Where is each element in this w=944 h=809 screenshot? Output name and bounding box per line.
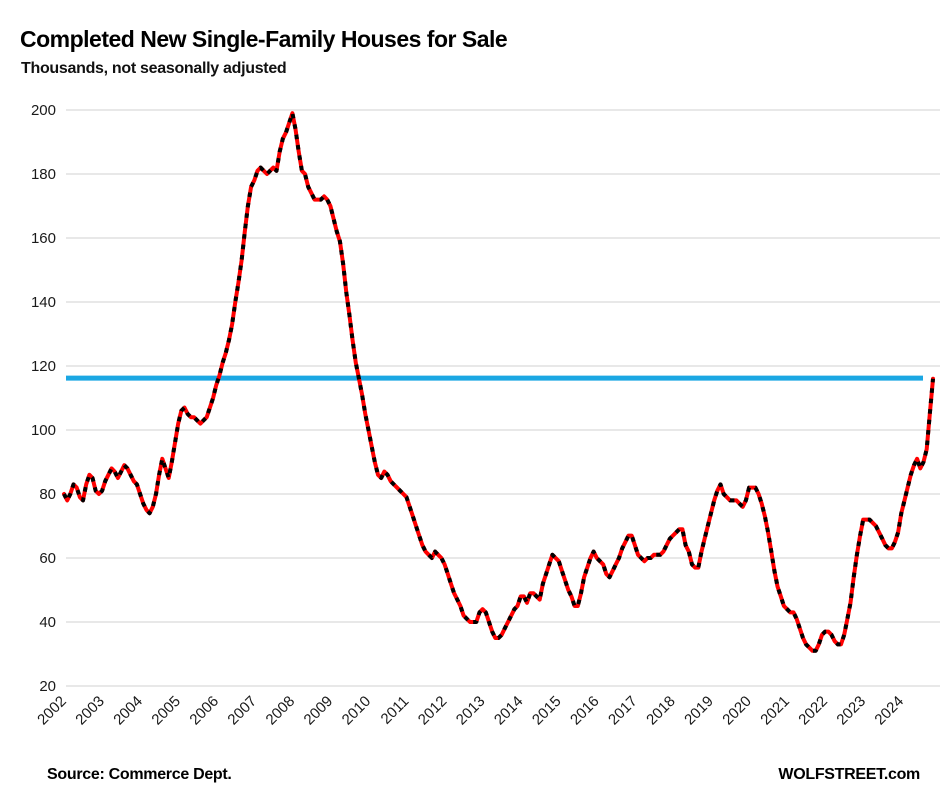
x-axis-tick-label: 2004	[110, 693, 146, 729]
x-axis-tick-label: 2003	[72, 693, 108, 729]
x-axis-tick-label: 2024	[871, 693, 907, 729]
y-axis-tick-label: 180	[31, 166, 56, 183]
y-axis-tick-label: 20	[39, 678, 56, 695]
source-note: Source: Commerce Dept.	[47, 766, 232, 783]
x-axis-tick-label: 2012	[415, 693, 451, 729]
y-axis-tick-label: 140	[31, 294, 56, 311]
page-title: Completed New Single-Family Houses for S…	[20, 26, 508, 52]
x-axis-tick-label: 2013	[453, 693, 489, 729]
x-axis-tick-label: 2016	[567, 693, 603, 729]
y-axis-tick-label: 100	[31, 422, 56, 439]
x-axis-tick-label: 2021	[757, 693, 793, 729]
y-axis-tick-label: 200	[31, 102, 56, 119]
x-axis-tick-label: 2018	[643, 693, 679, 729]
y-axis-tick-label: 160	[31, 230, 56, 247]
x-axis-tick-label: 2023	[833, 693, 869, 729]
x-axis-tick-label: 2010	[339, 693, 375, 729]
y-axis-tick-label: 80	[39, 486, 56, 503]
chart-subtitle: Thousands, not seasonally adjusted	[21, 60, 287, 77]
series-line	[62, 111, 935, 653]
x-axis-tick-label: 2015	[529, 693, 565, 729]
branding-wolfstreet: WOLFSTREET.com	[778, 766, 920, 783]
x-axis-tick-label: 2009	[301, 693, 337, 729]
x-axis-tick-label: 2006	[186, 693, 222, 729]
y-axis-tick-label: 40	[39, 614, 56, 631]
y-axis-tick-label: 120	[31, 358, 56, 375]
x-axis-tick-label: 2011	[378, 693, 413, 728]
x-axis-tick-label: 2008	[263, 693, 299, 729]
x-axis-tick-label: 2020	[719, 693, 755, 729]
x-axis-tick-label: 2019	[681, 693, 717, 729]
series-line-dash-overlay	[62, 111, 935, 653]
y-axis-tick-label: 60	[39, 550, 56, 567]
x-axis-tick-label: 2005	[148, 693, 184, 729]
x-axis-tick-label: 2007	[224, 693, 260, 729]
x-axis-tick-label: 2022	[795, 693, 831, 729]
x-axis-tick-label: 2014	[491, 693, 527, 729]
x-axis-tick-label: 2002	[34, 693, 70, 729]
x-axis-tick-label: 2017	[605, 693, 641, 729]
